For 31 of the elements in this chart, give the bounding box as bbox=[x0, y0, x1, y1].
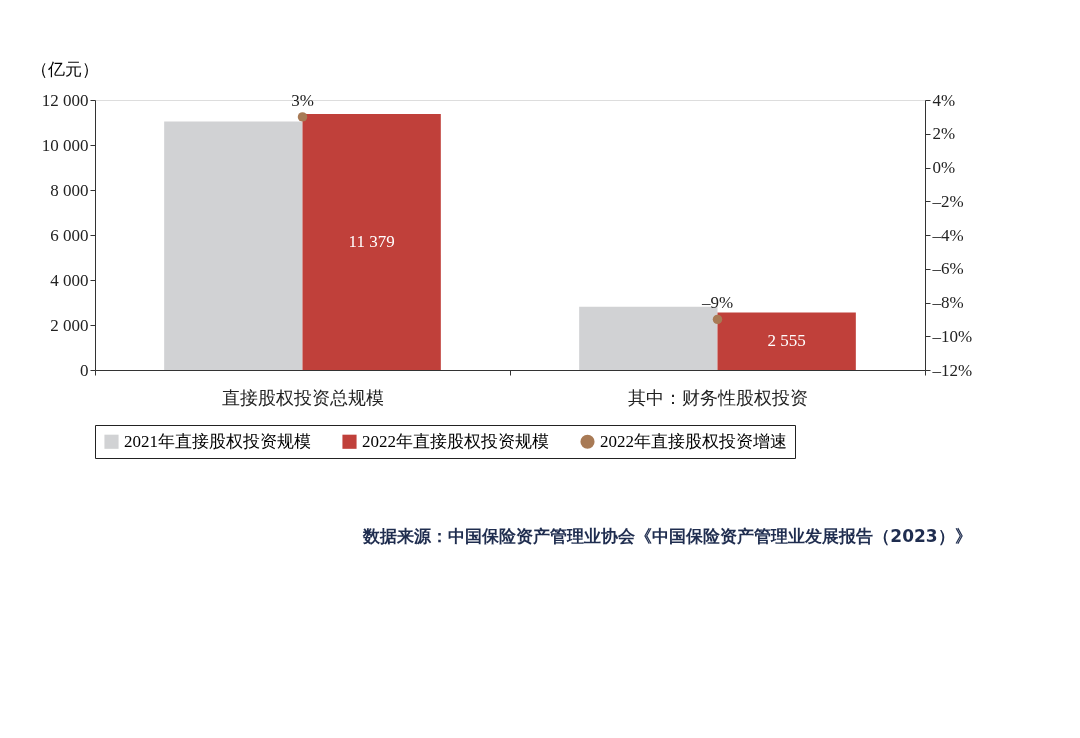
data-label: 11 379 bbox=[348, 231, 395, 251]
y-tick-label: 12 000 bbox=[41, 90, 89, 110]
y-tick-label: 10 000 bbox=[41, 135, 89, 155]
data-label: 3% bbox=[291, 90, 314, 110]
y-tick-label: 2 000 bbox=[50, 315, 89, 335]
y2-tick-label: –6% bbox=[931, 259, 964, 279]
y2-tick-label: –12% bbox=[931, 360, 973, 380]
data-label: 2 555 bbox=[767, 331, 806, 351]
y2-tick-label: –4% bbox=[931, 225, 964, 245]
data-label: –9% bbox=[700, 293, 734, 313]
y2-tick-label: –10% bbox=[931, 326, 973, 346]
y2-tick-label: 2% bbox=[932, 124, 956, 144]
bar bbox=[717, 312, 856, 370]
legend-label: 2021年直接股权投资规模 bbox=[124, 431, 311, 451]
y2-tick-label: –2% bbox=[931, 191, 964, 211]
bar bbox=[302, 113, 441, 370]
y-tick-label: 8 000 bbox=[50, 180, 89, 200]
y-tick-label: 4 000 bbox=[50, 270, 89, 290]
x-tick-label: 直接股权投资总规模 bbox=[222, 387, 384, 408]
y2-tick-label: 4% bbox=[932, 90, 956, 110]
legend-label: 2022年直接股权投资增速 bbox=[600, 431, 787, 451]
y2-tick-label: 0% bbox=[932, 158, 956, 177]
y-tick-label: 0 bbox=[80, 360, 89, 380]
y-tick-label: 6 000 bbox=[50, 225, 89, 245]
y-axis-title: （亿元） bbox=[30, 59, 99, 79]
y2-tick-label: –8% bbox=[931, 293, 964, 312]
x-tick-label: 其中：财务性股权投资 bbox=[628, 387, 808, 408]
bar bbox=[579, 306, 718, 370]
legend-label: 2022年直接股权投资规模 bbox=[362, 431, 549, 451]
source-note: 数据来源：中国保险资产管理业协会《中国保险资产管理业发展报告（2023）》 bbox=[362, 525, 972, 546]
bar bbox=[164, 121, 303, 370]
